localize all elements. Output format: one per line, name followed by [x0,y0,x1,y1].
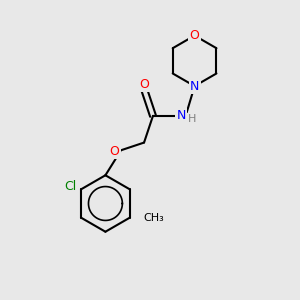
Text: Cl: Cl [64,180,77,193]
Text: O: O [190,29,200,42]
Text: O: O [139,78,149,91]
Text: O: O [110,145,119,158]
Text: N: N [176,109,186,122]
Text: CH₃: CH₃ [143,213,164,223]
Text: H: H [188,114,196,124]
Text: N: N [190,80,199,93]
